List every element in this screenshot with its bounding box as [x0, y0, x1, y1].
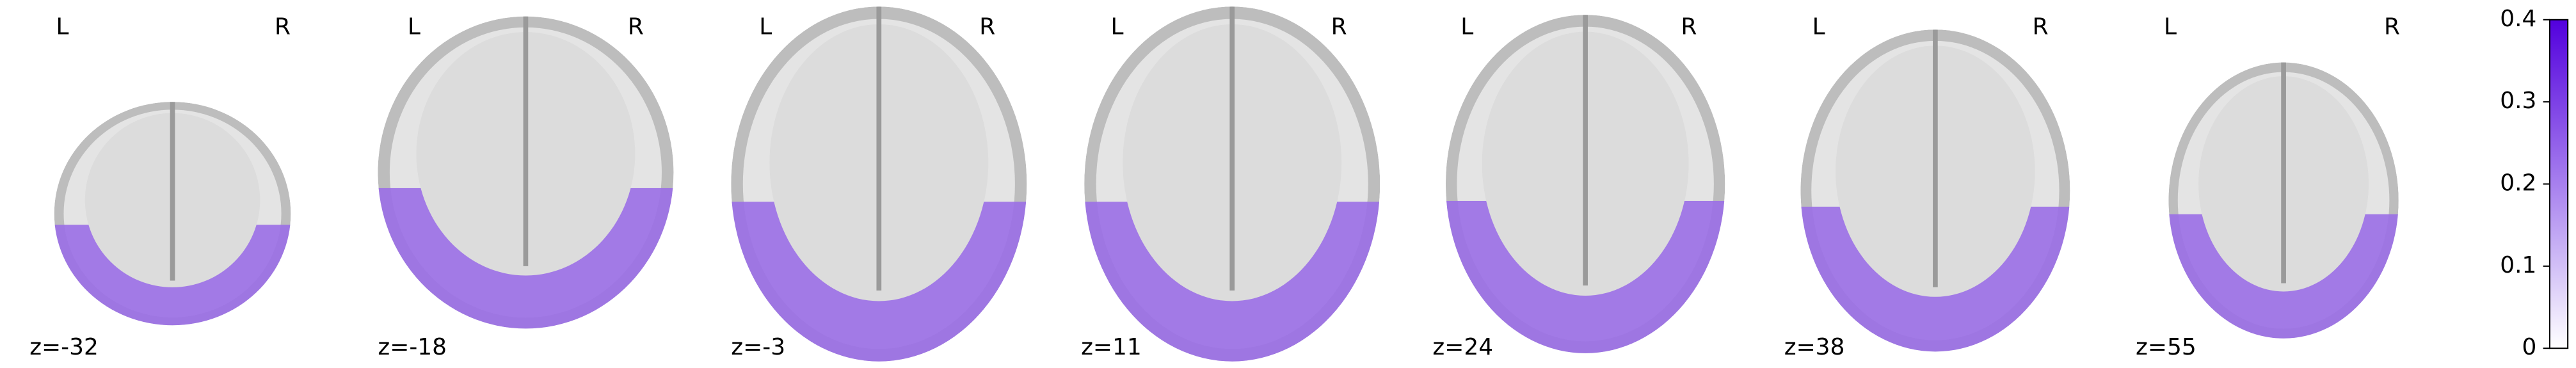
slice-label: z=55: [2136, 334, 2196, 360]
colorbar-tick-label: 0.2: [2500, 170, 2536, 196]
right-label: R: [275, 14, 291, 40]
slice-label: z=38: [1784, 334, 1845, 360]
slice-label: z=-18: [378, 334, 447, 360]
left-label: L: [1111, 14, 1124, 40]
left-label: L: [56, 14, 69, 40]
left-label: L: [759, 14, 772, 40]
left-label: L: [1812, 14, 1825, 40]
colorbar-tick-label: 0.1: [2500, 252, 2536, 278]
brain-slice: [1084, 6, 1380, 362]
right-label: R: [628, 14, 644, 40]
left-label: L: [2164, 14, 2177, 40]
right-label: R: [2033, 14, 2049, 40]
brain-slice: [54, 102, 291, 326]
right-label: R: [2384, 14, 2400, 40]
brain-slice: [1800, 29, 2070, 352]
colorbar: [2548, 19, 2569, 349]
colorbar-tick-label: 0.3: [2500, 88, 2536, 114]
left-label: L: [408, 14, 420, 40]
slice-label: z=24: [1432, 334, 1493, 360]
right-label: R: [979, 14, 995, 40]
brain-slice: [2168, 62, 2399, 339]
right-label: R: [1331, 14, 1347, 40]
colorbar-tick-label: 0: [2522, 334, 2537, 360]
brain-slice: [378, 16, 674, 329]
brain-slice: [1445, 15, 1725, 353]
slice-label: z=11: [1081, 334, 1142, 360]
colorbar-tick-label: 0.4: [2500, 6, 2536, 32]
brain-slice: [731, 6, 1027, 362]
left-label: L: [1460, 14, 1473, 40]
slice-label: z=-32: [29, 334, 99, 360]
slice-label: z=-3: [731, 334, 785, 360]
right-label: R: [1681, 14, 1697, 40]
